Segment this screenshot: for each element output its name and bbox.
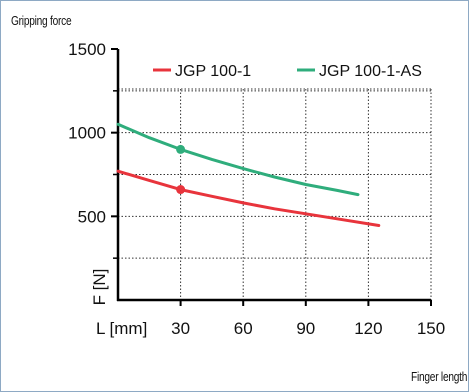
x-tick-label: 30 <box>171 319 190 338</box>
x-axis-unit-label: L [mm] <box>96 319 147 338</box>
series-marker-2 <box>176 144 186 154</box>
y-tick-label: 500 <box>78 207 106 226</box>
chart-title: Gripping force <box>11 13 72 28</box>
legend-label-1: JGP 100-1 <box>175 63 251 80</box>
series-line-1 <box>116 169 381 227</box>
x-axis-caption: Finger length <box>411 369 468 384</box>
x-tick-label: 150 <box>417 319 445 338</box>
x-tick-label: 90 <box>296 319 315 338</box>
series-marker-1 <box>176 185 186 195</box>
x-tick-label: 120 <box>354 319 382 338</box>
legend-label-2: JGP 100-1-AS <box>319 63 422 80</box>
y-tick-label: 1500 <box>68 40 106 59</box>
x-tick-label: 60 <box>234 319 253 338</box>
y-axis-unit-label: F [N] <box>90 269 109 306</box>
series-line-2 <box>116 122 360 197</box>
y-tick-label: 1000 <box>68 124 106 143</box>
